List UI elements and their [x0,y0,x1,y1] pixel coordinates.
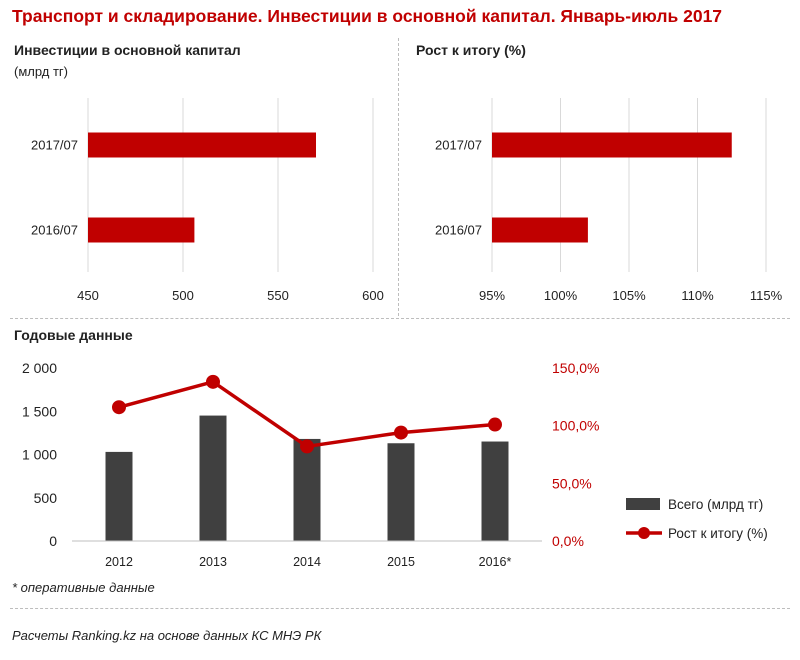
annual-y-tick-label: 1 000 [22,447,57,463]
annual-y2-tick-label: 100,0% [552,418,599,434]
source-note: Расчеты Ranking.kz на основе данных КС М… [12,628,322,643]
annual-bar [199,415,227,541]
annual-y-tick-label: 2 000 [22,360,57,376]
investment-bar [88,132,316,158]
annual-growth-line [118,380,496,449]
growth-category-label: 2016/07 [435,223,482,238]
investment-x-tick-label: 550 [267,288,289,303]
growth-x-tick-label: 115% [750,288,783,303]
annual-x-tick-label: 2013 [199,555,227,569]
annual-y-tick-label: 1 500 [22,403,57,419]
annual-bar [387,443,415,541]
section-divider [10,318,790,319]
footnote: * оперативные данные [12,580,155,595]
annual-bar [481,441,509,541]
annual-growth-point [112,400,126,415]
annual-y-tick-label: 500 [34,490,58,506]
annual-growth-point [488,417,502,432]
growth-x-tick-label: 95% [479,288,505,303]
annual-x-tick-label: 2014 [293,555,321,569]
legend-bar-swatch [626,498,660,510]
legend-bar-label: Всего (млрд тг) [668,497,763,512]
chart-title: Транспорт и складирование. Инвестиции в … [12,6,723,26]
left-panel-heading: Инвестиции в основной капитал [14,42,241,58]
growth-bar-chart: 95% 100% 105% 110% 115% 2017/07 2016/07 [435,98,783,303]
annual-bar [293,438,321,541]
investment-bar [88,217,195,243]
annual-growth-point [206,374,220,389]
left-panel-unit: (млрд тг) [14,64,69,79]
investment-x-tick-label: 500 [172,288,194,303]
footer-divider [10,608,790,609]
annual-growth-point [394,425,408,440]
investment-category-label: 2016/07 [31,223,78,238]
investment-x-tick-label: 600 [362,288,384,303]
annual-x-tick-label: 2015 [387,555,415,569]
growth-x-tick-label: 100% [544,288,578,303]
right-panel-heading: Рост к итогу (%) [416,42,526,58]
legend-line-label: Рост к итогу (%) [668,526,768,541]
annual-growth-point [300,439,314,454]
annual-y-tick-label: 0 [49,533,57,549]
annual-y2-tick-label: 150,0% [552,360,599,376]
annual-y2-tick-label: 0,0% [552,533,584,549]
growth-category-label: 2017/07 [435,138,482,153]
annual-combo-chart: 0 500 1 000 1 500 2 000 0,0% 50,0% 100,0% 150,0%… [22,360,768,569]
annual-bar [105,451,133,541]
growth-x-tick-label: 105% [612,288,646,303]
legend-line-marker [638,527,650,539]
panel-divider-vertical [398,38,399,316]
investment-bar-chart: 450 500 550 600 2017/07 2016/07 [31,98,384,303]
annual-x-tick-label: 2016* [479,555,512,569]
investment-category-label: 2017/07 [31,138,78,153]
growth-bar [492,217,588,243]
annual-y2-tick-label: 50,0% [552,475,592,491]
growth-x-tick-label: 110% [681,288,714,303]
annual-x-tick-label: 2012 [105,555,133,569]
growth-bar [492,132,732,158]
investment-x-tick-label: 450 [77,288,99,303]
annual-heading: Годовые данные [14,327,133,343]
